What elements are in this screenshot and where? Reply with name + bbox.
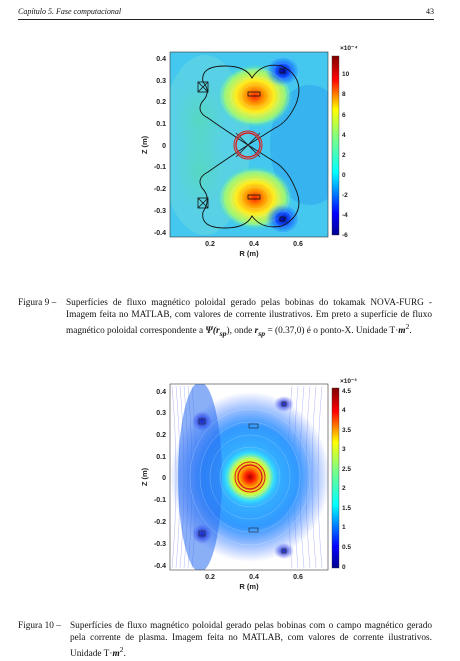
coil-boxes [197,68,286,222]
svg-text:8: 8 [342,91,346,98]
ytick: 0.4 [156,56,166,63]
figure-10-yticks: 0.4 0.3 0.2 0.1 0 -0.1 -0.2 -0.3 -0.4 [154,389,166,570]
svg-text:3: 3 [342,446,346,453]
svg-text:-4: -4 [342,212,348,219]
ytick: 0.2 [156,99,166,106]
svg-text:0: 0 [342,564,346,571]
ytick: 0.2 [156,432,166,439]
svg-text:4: 4 [342,132,346,139]
ytick: 0.3 [156,78,166,85]
ytick: -0.4 [154,563,166,570]
caption-text: Superfícies de fluxo magnético poloidal … [70,621,432,660]
ytick: -0.3 [154,208,166,215]
colorbar-9-ticks: 10 8 6 4 2 0 -2 -4 -6 [342,71,350,239]
svg-text:-6: -6 [342,232,348,239]
separatrix-curve [199,64,300,229]
xtick: 0.2 [205,241,215,248]
ytick: 0 [162,475,166,482]
ytick: 0 [162,143,166,150]
svg-text:-2: -2 [342,192,348,199]
colorbar-exponent: ×10⁻⁴ [340,45,358,52]
svg-text:2.5: 2.5 [342,466,351,473]
svg-text:2: 2 [342,152,346,159]
svg-text:10: 10 [342,71,350,78]
svg-text:6: 6 [342,112,346,119]
svg-text:3.5: 3.5 [342,427,351,434]
svg-text:2: 2 [342,485,346,492]
svg-text:1: 1 [342,524,346,531]
svg-text:1.5: 1.5 [342,505,351,512]
ytick: 0.1 [156,121,166,128]
ytick: 0.4 [156,389,166,396]
x-point-ring [235,132,261,158]
svg-text:0.5: 0.5 [342,544,351,551]
ytick: -0.4 [154,230,166,237]
x-axis-label: R (m) [239,582,259,591]
colorbar-exponent: ×10⁻³ [340,378,357,385]
colorbar-10 [331,387,340,569]
colorbar-10-ticks: 4.5 4 3.5 3 2.5 2 1.5 1 0.5 0 [342,388,351,571]
x-axis-label: R (m) [239,249,259,258]
caption-text: Superfícies de fluxo magnético poloidal … [66,298,432,337]
figure-9-yticks: 0.4 0.3 0.2 0.1 0 -0.1 -0.2 -0.3 -0.4 [154,56,166,237]
ytick: -0.2 [154,186,166,193]
figure-label: Figura 10 – [18,621,61,631]
xtick: 0.6 [293,241,303,248]
colorbar-9 [331,55,340,236]
y-axis-label: Z (m) [140,135,149,154]
coil-boxes [198,401,287,554]
ytick: -0.2 [154,519,166,526]
y-axis-label: Z (m) [140,467,149,486]
running-header: Capítulo 5. Fase computacional 43 [18,7,434,19]
plasma-ring [237,464,263,490]
ytick: 0.3 [156,410,166,417]
svg-text:0: 0 [342,172,346,179]
figure-label: Figura 9 – [18,298,57,308]
figure-9-xticks: 0.2 0.4 0.6 [205,241,303,248]
xtick: 0.4 [249,574,259,581]
page-number: 43 [426,7,434,16]
header-rule [18,19,434,20]
ytick: -0.1 [154,497,166,504]
svg-text:4.5: 4.5 [342,388,351,395]
xtick: 0.6 [293,574,303,581]
chapter-title: Capítulo 5. Fase computacional [18,7,122,16]
figure-9-field [170,52,328,237]
svg-text:4: 4 [342,407,346,414]
xtick: 0.2 [205,574,215,581]
ytick: 0.1 [156,454,166,461]
figure-10-xticks: 0.2 0.4 0.6 [205,574,303,581]
ytick: -0.3 [154,541,166,548]
figure-10-field [170,384,328,570]
ytick: -0.1 [154,164,166,171]
xtick: 0.4 [249,241,259,248]
